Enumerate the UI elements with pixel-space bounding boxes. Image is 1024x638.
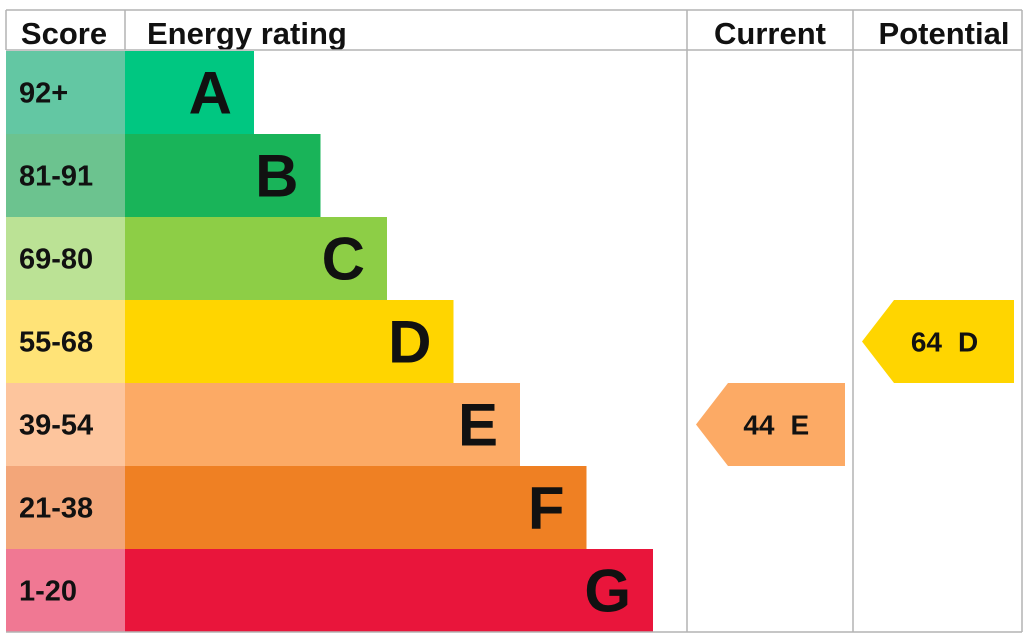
- rating-bar-a: [125, 51, 254, 134]
- table-gridlines: [5, 9, 1023, 633]
- potential-rating-arrow: [862, 300, 1014, 383]
- header-row: Score Energy rating Current Potential: [21, 16, 1010, 51]
- current-rating-arrow: [696, 383, 845, 466]
- rating-bar-c: [125, 217, 387, 300]
- current-rating-value: 44: [743, 410, 775, 441]
- rating-letter-g: G: [584, 558, 631, 625]
- score-range-g: 1-20: [19, 576, 77, 608]
- score-cell-e: [6, 383, 125, 466]
- rating-bar-d: [125, 300, 454, 383]
- score-cell-g: [6, 549, 125, 632]
- rating-bands: 92+ A 81-91 B 69-80 C 55-68 D 39-54 E 21-38 F 1-20 G: [6, 51, 653, 632]
- score-range-e: 39-54: [19, 410, 93, 442]
- current-rating-letter: E: [791, 410, 810, 441]
- rating-bar-f: [125, 466, 587, 549]
- score-range-c: 69-80: [19, 244, 93, 276]
- rating-bar-g: [125, 549, 653, 632]
- score-header: Score: [21, 16, 107, 51]
- rating-letter-a: A: [189, 60, 232, 127]
- rating-letter-e: E: [458, 392, 498, 459]
- score-range-d: 55-68: [19, 327, 93, 359]
- score-cell-d: [6, 300, 125, 383]
- score-cell-a: [6, 51, 125, 134]
- potential-rating-value: 64: [911, 327, 943, 358]
- rating-bar-e: [125, 383, 520, 466]
- score-cell-f: [6, 466, 125, 549]
- rating-markers: 44 E 64 D: [696, 300, 1014, 466]
- score-range-a: 92+: [19, 78, 68, 110]
- potential-header: Potential: [879, 16, 1010, 51]
- potential-rating-letter: D: [958, 327, 978, 358]
- current-header: Current: [714, 16, 826, 51]
- score-cell-b: [6, 134, 125, 217]
- score-range-b: 81-91: [19, 161, 93, 193]
- rating-letter-d: D: [388, 309, 431, 376]
- rating-letter-b: B: [255, 143, 298, 210]
- score-range-f: 21-38: [19, 493, 93, 525]
- score-cell-c: [6, 217, 125, 300]
- rating-bar-b: [125, 134, 321, 217]
- rating-letter-c: C: [322, 226, 365, 293]
- rating-letter-f: F: [528, 475, 565, 542]
- energy-rating-header: Energy rating: [147, 16, 347, 51]
